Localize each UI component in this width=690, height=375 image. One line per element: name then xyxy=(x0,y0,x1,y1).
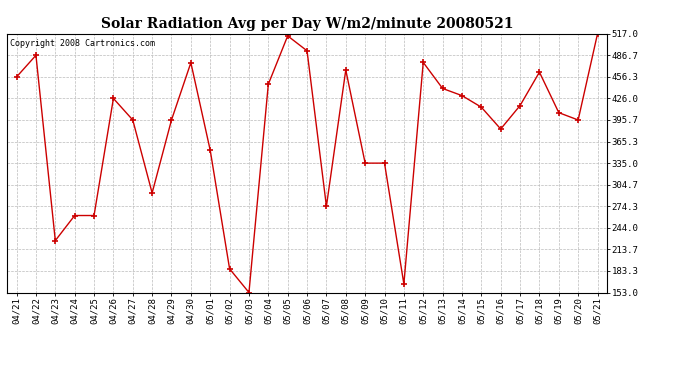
Text: Copyright 2008 Cartronics.com: Copyright 2008 Cartronics.com xyxy=(10,39,155,48)
Title: Solar Radiation Avg per Day W/m2/minute 20080521: Solar Radiation Avg per Day W/m2/minute … xyxy=(101,17,513,31)
